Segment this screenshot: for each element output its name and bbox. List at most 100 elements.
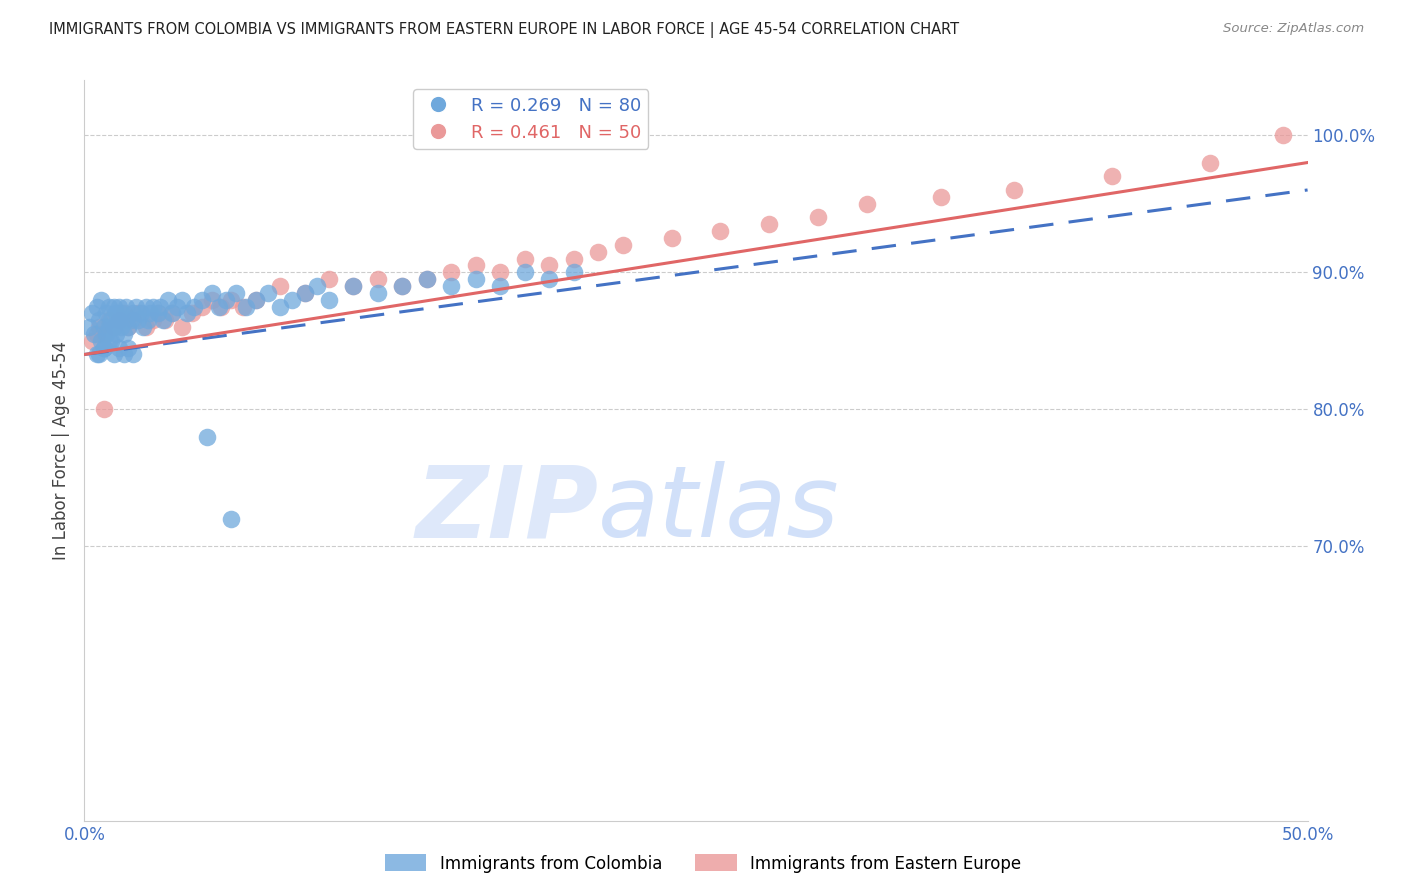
Point — [135, 300, 157, 314]
Point — [440, 279, 463, 293]
Point — [86, 326, 108, 341]
Point — [612, 237, 634, 252]
Point — [103, 320, 125, 334]
Point — [122, 313, 145, 327]
Point — [416, 272, 439, 286]
Point — [127, 313, 149, 327]
Point — [162, 306, 184, 320]
Point — [122, 347, 145, 361]
Y-axis label: In Labor Force | Age 45-54: In Labor Force | Age 45-54 — [52, 341, 70, 560]
Point — [132, 320, 155, 334]
Point — [87, 347, 110, 361]
Point — [562, 252, 585, 266]
Point — [807, 211, 830, 225]
Point — [152, 313, 174, 327]
Point — [294, 285, 316, 300]
Point — [245, 293, 267, 307]
Point — [208, 300, 231, 314]
Point — [97, 334, 120, 348]
Point — [97, 300, 120, 314]
Point — [219, 512, 242, 526]
Text: atlas: atlas — [598, 461, 839, 558]
Point — [107, 313, 129, 327]
Point — [367, 285, 389, 300]
Point — [489, 279, 512, 293]
Point — [112, 347, 135, 361]
Point — [183, 300, 205, 314]
Legend: R = 0.269   N = 80, R = 0.461   N = 50: R = 0.269 N = 80, R = 0.461 N = 50 — [413, 89, 648, 149]
Point — [153, 313, 176, 327]
Point — [245, 293, 267, 307]
Point — [127, 306, 149, 320]
Point — [93, 326, 115, 341]
Point — [86, 300, 108, 314]
Point — [391, 279, 413, 293]
Point — [176, 306, 198, 320]
Point — [318, 272, 340, 286]
Point — [342, 279, 364, 293]
Point — [103, 320, 125, 334]
Point — [281, 293, 304, 307]
Point — [440, 265, 463, 279]
Point — [77, 320, 100, 334]
Point — [513, 252, 536, 266]
Point — [200, 285, 222, 300]
Point — [110, 320, 132, 334]
Point — [80, 334, 103, 348]
Point — [90, 293, 112, 307]
Point — [318, 293, 340, 307]
Point — [929, 190, 952, 204]
Point — [115, 313, 138, 327]
Point — [112, 306, 135, 320]
Point — [93, 341, 115, 355]
Text: ZIP: ZIP — [415, 461, 598, 558]
Point — [1002, 183, 1025, 197]
Point — [112, 326, 135, 341]
Point — [156, 293, 179, 307]
Point — [489, 265, 512, 279]
Point — [191, 293, 214, 307]
Point — [195, 430, 218, 444]
Point — [538, 259, 561, 273]
Point — [856, 196, 879, 211]
Point — [86, 347, 108, 361]
Point — [1198, 155, 1220, 169]
Point — [294, 285, 316, 300]
Point — [1101, 169, 1123, 184]
Point — [166, 300, 188, 314]
Point — [115, 300, 138, 314]
Point — [215, 293, 238, 307]
Point — [758, 217, 780, 231]
Point — [146, 306, 169, 320]
Point — [125, 300, 148, 314]
Point — [93, 320, 115, 334]
Point — [87, 313, 110, 327]
Point — [136, 313, 159, 327]
Point — [87, 320, 110, 334]
Point — [80, 306, 103, 320]
Point — [122, 306, 145, 320]
Point — [709, 224, 731, 238]
Point — [83, 326, 105, 341]
Point — [225, 285, 247, 300]
Point — [146, 306, 169, 320]
Point — [100, 334, 122, 348]
Point — [513, 265, 536, 279]
Point — [142, 313, 165, 327]
Point — [661, 231, 683, 245]
Point — [342, 279, 364, 293]
Point — [232, 300, 254, 314]
Text: Source: ZipAtlas.com: Source: ZipAtlas.com — [1223, 22, 1364, 36]
Point — [162, 306, 184, 320]
Point — [100, 313, 122, 327]
Point — [93, 341, 115, 355]
Point — [96, 306, 118, 320]
Point — [172, 320, 194, 334]
Point — [90, 334, 112, 348]
Point — [367, 272, 389, 286]
Point — [269, 300, 291, 314]
Point — [200, 293, 222, 307]
Point — [117, 341, 139, 355]
Point — [93, 402, 115, 417]
Point — [107, 300, 129, 314]
